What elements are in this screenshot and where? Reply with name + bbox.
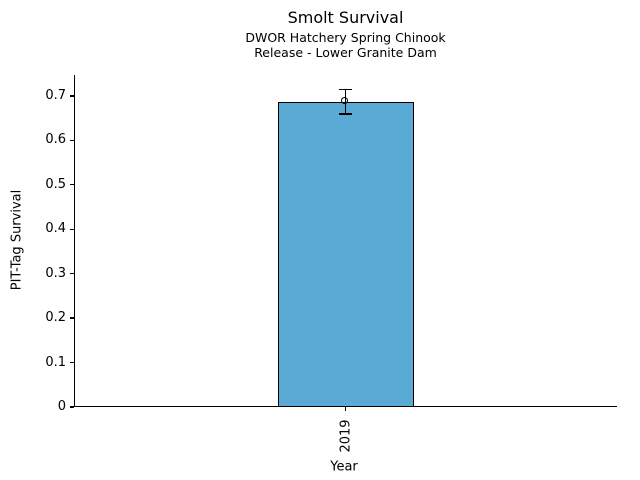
y-tick-mark — [70, 406, 74, 408]
y-tick-mark — [70, 184, 74, 186]
y-axis-label: PIT-Tag Survival — [9, 189, 25, 291]
chart-subtitle-line-1: DWOR Hatchery Spring Chinook — [245, 30, 446, 45]
error-bar-cap-top — [339, 88, 352, 91]
y-tick-mark — [70, 361, 74, 364]
chart-title: Smolt Survival — [287, 8, 404, 27]
bar-2019 — [277, 101, 414, 407]
y-tick-label: 0 — [57, 399, 66, 414]
x-tick-mark — [344, 407, 347, 411]
chart-subtitle: DWOR Hatchery Spring Chinook Release - L… — [74, 30, 617, 60]
y-tick-label: 0.3 — [45, 265, 66, 281]
y-tick-mark — [70, 273, 74, 275]
x-tick-label: 2019 — [338, 419, 353, 453]
y-tick-label: 0.5 — [45, 176, 66, 192]
error-bar-cap-bottom — [339, 113, 352, 115]
y-tick-label: 0.7 — [45, 87, 66, 103]
y-tick-label: 0.1 — [45, 354, 66, 370]
error-bar-marker — [341, 97, 348, 105]
y-tick-label: 0.2 — [45, 310, 66, 326]
x-axis-label: Year — [330, 459, 358, 475]
y-tick-mark — [70, 139, 74, 141]
y-tick-mark — [70, 95, 74, 97]
chart-subtitle-line-2: Release - Lower Granite Dam — [254, 45, 437, 60]
y-tick-label: 0.6 — [45, 132, 66, 148]
y-tick-mark — [70, 228, 74, 230]
y-tick-mark — [70, 317, 74, 319]
y-tick-label: 0.4 — [45, 221, 66, 237]
